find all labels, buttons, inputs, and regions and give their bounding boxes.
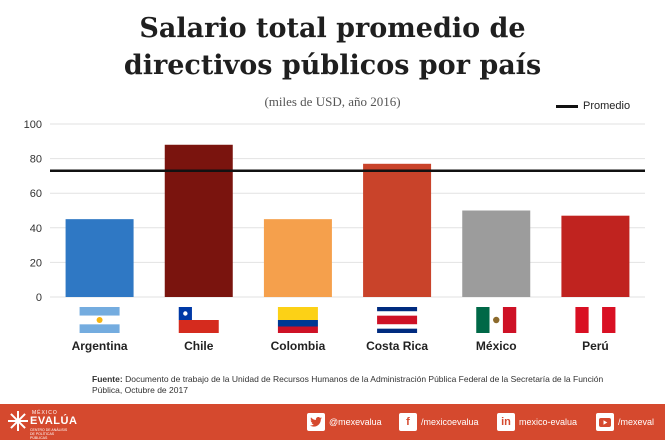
source-label: Fuente: [92, 374, 123, 384]
legend-line-swatch [556, 104, 578, 108]
flag-chile-star [183, 311, 188, 316]
category-label: México [476, 339, 517, 353]
bar [462, 210, 531, 297]
facebook-icon: f [399, 413, 417, 431]
y-tick-label: 60 [30, 188, 42, 200]
linkedin-link[interactable]: in mexico-evalua [497, 413, 577, 431]
twitter-link[interactable]: @mexevalua [307, 413, 382, 431]
bar [561, 215, 630, 297]
logo-tagline: CENTRO DE ANÁLISIS DE POLÍTICAS PÚBLICAS [30, 428, 68, 440]
mexico-evalua-logo: MÉXICO EVALÚA CENTRO DE ANÁLISIS DE POLÍ… [8, 408, 77, 440]
y-tick-label: 100 [24, 119, 42, 131]
bar-chart: 0 20 40 60 80 100 Argentina Chile Colombia Costa … [24, 119, 645, 353]
y-tick-label: 0 [36, 292, 42, 304]
flag-mexico-red [502, 307, 517, 333]
flag-costa-rica-stripe [377, 307, 418, 312]
category-label: Perú [582, 339, 609, 353]
flag-peru-red [602, 307, 616, 333]
flag-costa-rica-stripe [377, 324, 418, 329]
flag-peru-white [588, 307, 603, 333]
flag-argentina-stripe [79, 307, 120, 316]
twitter-handle: @mexevalua [329, 417, 382, 427]
category-label: Argentina [72, 339, 128, 353]
flag-mexico-emblem [493, 316, 500, 324]
category-label: Colombia [271, 339, 326, 353]
legend-label: Promedio [583, 100, 631, 112]
flag-colombia-red [277, 326, 318, 333]
chart-title-line-2: directivos públicos por país [123, 50, 542, 81]
star-logo-icon [8, 411, 28, 431]
youtube-handle: /mexeval [618, 417, 655, 427]
source-note: Fuente: Documento de trabajo de la Unida… [92, 374, 612, 396]
flag-colombia-blue [277, 320, 318, 327]
flag-costa-rica-stripe [377, 328, 418, 333]
source-text: Documento de trabajo de la Unidad de Rec… [92, 374, 604, 395]
chart-subtitle: (miles de USD, año 2016) [264, 94, 401, 109]
y-tick-label: 40 [30, 223, 42, 235]
bar [363, 163, 432, 297]
youtube-icon [596, 413, 614, 431]
category-label: Chile [184, 339, 214, 353]
logo-small-text: MÉXICO [32, 410, 58, 416]
category-label: Costa Rica [366, 339, 428, 353]
flag-chile-red [178, 320, 219, 333]
flag-argentina-sun [96, 317, 103, 323]
bar [263, 219, 332, 297]
twitter-icon [307, 413, 325, 431]
flag-peru-red [575, 307, 589, 333]
y-tick-label: 20 [30, 257, 42, 269]
flag-mexico-green [476, 307, 490, 333]
youtube-link[interactable]: /mexeval [596, 413, 654, 431]
chart-title-line-1: Salario total promedio de [139, 13, 526, 44]
chart-title: Salario total promedio de directivos púb… [0, 10, 665, 84]
flag-argentina-stripe [79, 324, 120, 333]
flag-costa-rica-stripe [377, 315, 418, 325]
linkedin-icon: in [497, 413, 515, 431]
flag-costa-rica-stripe [377, 311, 418, 316]
chart-legend: Promedio [556, 100, 630, 112]
facebook-handle: /mexicoevalua [421, 417, 479, 427]
linkedin-handle: mexico-evalua [519, 417, 578, 427]
bar [164, 144, 233, 297]
facebook-link[interactable]: f /mexicoevalua [399, 413, 479, 431]
footer-bar: MÉXICO EVALÚA CENTRO DE ANÁLISIS DE POLÍ… [0, 404, 665, 440]
flag-colombia-yellow [277, 307, 318, 320]
y-tick-label: 80 [30, 154, 42, 166]
logo-main-text: EVALÚA [30, 415, 78, 427]
bar [65, 219, 134, 297]
